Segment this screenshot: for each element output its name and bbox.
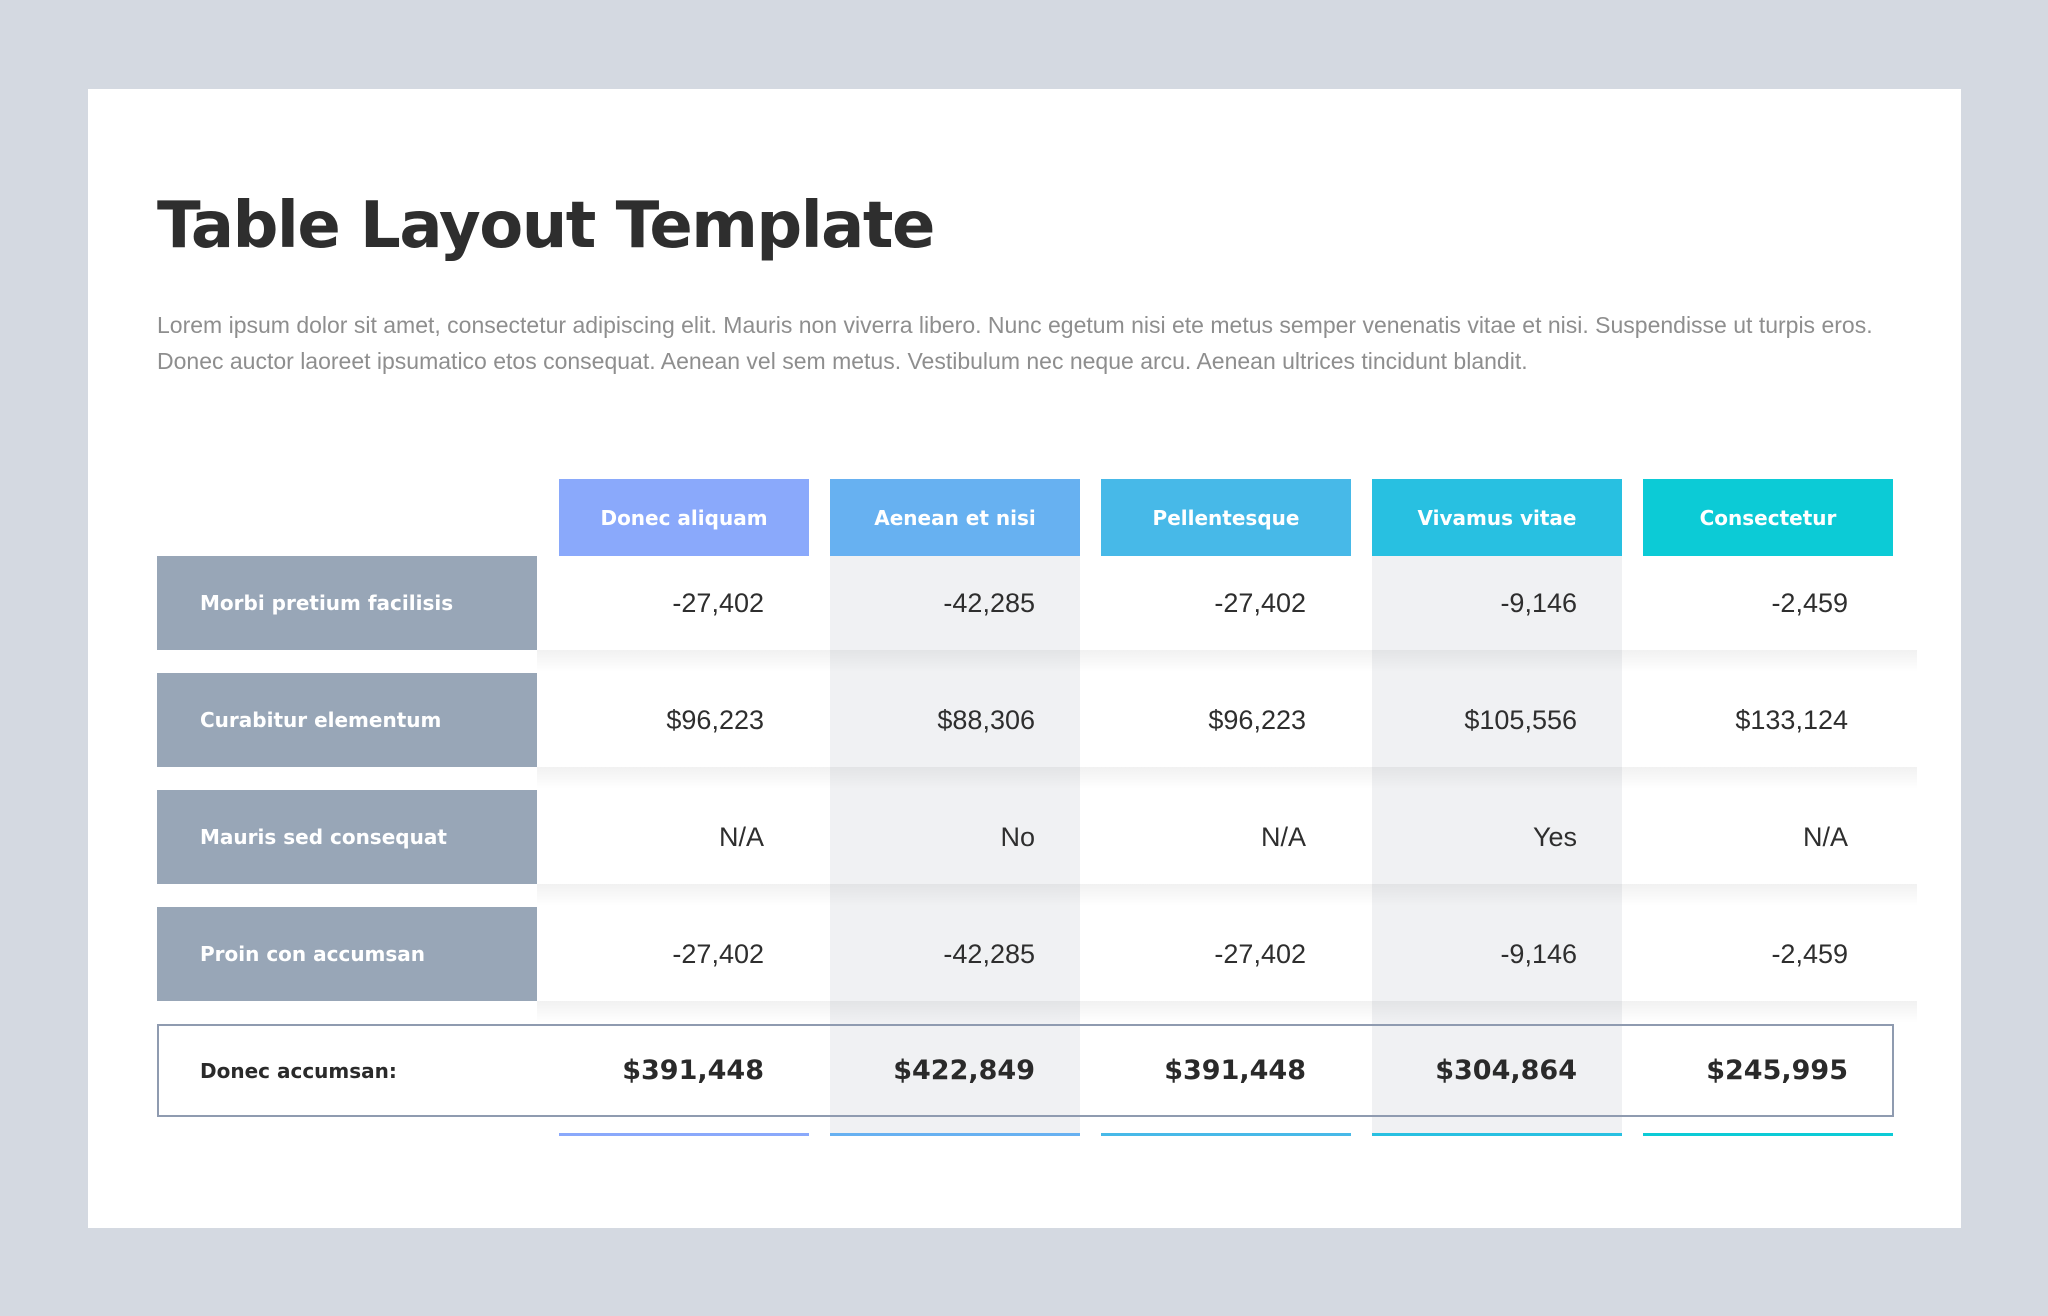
- total-value: $422,849: [893, 1055, 1035, 1086]
- table-cell: $96,223: [666, 704, 764, 735]
- total-value: $391,448: [1164, 1055, 1306, 1086]
- table-cell: -27,402: [672, 938, 764, 969]
- row-separator: [537, 1001, 1917, 1023]
- table-cell: Yes: [1532, 821, 1577, 852]
- column-underline: [559, 1133, 809, 1136]
- table-cell: -9,146: [1500, 938, 1577, 969]
- slide-card: Table Layout Template Lorem ipsum dolor …: [88, 89, 1961, 1228]
- column-header-5: Consectetur: [1643, 479, 1893, 556]
- total-value: $304,864: [1435, 1055, 1577, 1086]
- column-underline: [1643, 1133, 1893, 1136]
- table-cell: $133,124: [1735, 704, 1848, 735]
- table-cell: $96,223: [1208, 704, 1306, 735]
- column-shade: [1372, 556, 1622, 1136]
- table-cell: No: [1000, 821, 1035, 852]
- table-cell: N/A: [1260, 821, 1306, 852]
- column-shade: [830, 556, 1080, 1136]
- table-cell: $88,306: [937, 704, 1035, 735]
- column-underline: [1372, 1133, 1622, 1136]
- total-value: $245,995: [1706, 1055, 1848, 1086]
- page-title: Table Layout Template: [157, 189, 935, 263]
- table-cell: -9,146: [1500, 587, 1577, 618]
- total-row-frame: [157, 1024, 1894, 1117]
- row-separator: [537, 884, 1917, 906]
- column-underline: [1101, 1133, 1351, 1136]
- table-cell: -27,402: [1214, 938, 1306, 969]
- column-header-1: Donec aliquam: [559, 479, 809, 556]
- row-separator: [537, 767, 1917, 789]
- column-underline: [830, 1133, 1080, 1136]
- table-cell: -27,402: [672, 587, 764, 618]
- page-description: Lorem ipsum dolor sit amet, consectetur …: [157, 312, 1873, 374]
- row-label: Morbi pretium facilisis: [157, 556, 537, 650]
- column-header-3: Pellentesque: [1101, 479, 1351, 556]
- total-value: $391,448: [622, 1055, 764, 1086]
- table-cell: N/A: [1802, 821, 1848, 852]
- table-cell: -2,459: [1771, 587, 1848, 618]
- table-cell: -42,285: [943, 587, 1035, 618]
- table-cell: -42,285: [943, 938, 1035, 969]
- table-cell: N/A: [718, 821, 764, 852]
- row-label: Proin con accumsan: [157, 907, 537, 1001]
- row-label: Curabitur elementum: [157, 673, 537, 767]
- column-header-2: Aenean et nisi: [830, 479, 1080, 556]
- row-separator: [537, 650, 1917, 672]
- table-cell: -27,402: [1214, 587, 1306, 618]
- table-cell: $105,556: [1464, 704, 1577, 735]
- table-cell: -2,459: [1771, 938, 1848, 969]
- total-label: Donec accumsan:: [200, 1058, 397, 1083]
- column-header-4: Vivamus vitae: [1372, 479, 1622, 556]
- row-label: Mauris sed consequat: [157, 790, 537, 884]
